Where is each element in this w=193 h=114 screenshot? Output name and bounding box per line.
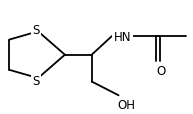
Text: S: S bbox=[32, 24, 40, 36]
Text: OH: OH bbox=[117, 98, 135, 111]
Text: HN: HN bbox=[114, 30, 131, 43]
Text: O: O bbox=[156, 65, 165, 78]
Text: S: S bbox=[32, 74, 40, 87]
